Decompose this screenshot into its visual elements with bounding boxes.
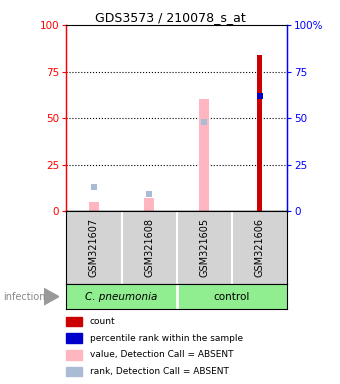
Bar [66, 317, 82, 326]
Bar [66, 367, 82, 376]
Text: control: control [214, 291, 250, 302]
Text: GSM321605: GSM321605 [200, 218, 209, 277]
Text: count: count [90, 317, 116, 326]
Text: percentile rank within the sample: percentile rank within the sample [90, 334, 243, 343]
Text: rank, Detection Call = ABSENT: rank, Detection Call = ABSENT [90, 367, 229, 376]
Bar [89, 202, 99, 211]
Text: value, Detection Call = ABSENT: value, Detection Call = ABSENT [90, 351, 234, 359]
Bar [200, 99, 209, 211]
Text: C. pneumonia: C. pneumonia [85, 291, 158, 302]
Text: GSM321606: GSM321606 [255, 218, 265, 277]
Text: GSM321608: GSM321608 [144, 218, 154, 277]
Text: GSM321607: GSM321607 [89, 218, 99, 277]
Bar [257, 55, 262, 211]
Bar [66, 350, 82, 360]
Polygon shape [44, 288, 59, 305]
Bar [66, 333, 82, 343]
Text: GDS3573 / 210078_s_at: GDS3573 / 210078_s_at [95, 12, 245, 25]
Text: infection: infection [3, 291, 46, 302]
Bar [144, 198, 154, 211]
